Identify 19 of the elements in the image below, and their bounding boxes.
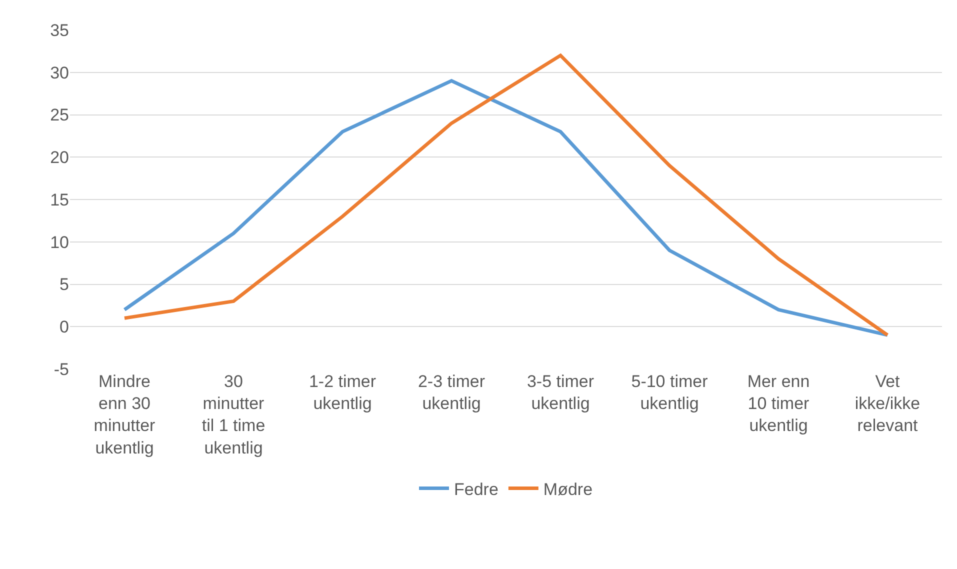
x-tick-label: Mindre enn 30 minutter ukentlig [94,372,156,458]
y-tick-label: 30 [50,63,69,82]
y-tick-label: 0 [60,318,69,337]
y-tick-label: 15 [50,190,69,210]
y-tick-label: 25 [50,106,69,125]
x-tick-label: Mer enn 10 timer ukentlig [747,372,810,436]
y-tick-label: 20 [50,148,69,168]
y-tick-label: 5 [60,275,69,294]
legend-label: Fedre [454,480,498,499]
y-tick-label: 35 [50,20,69,40]
x-tick-label: 5-10 timer ukentlig [631,372,708,414]
y-tick-label: -5 [54,360,69,379]
x-tick-label: 2-3 timer ukentlig [418,372,486,414]
x-tick-label: 3-5 timer ukentlig [526,372,594,414]
x-tick-label: Vet ikke/ikke relevant [854,372,920,436]
x-tick-label: 1-2 timer ukentlig [308,372,376,414]
y-tick-label: 10 [50,232,69,252]
legend-label: Mødre [543,480,593,499]
x-tick-label: 30 minutter til 1 time ukentlig [202,372,266,458]
